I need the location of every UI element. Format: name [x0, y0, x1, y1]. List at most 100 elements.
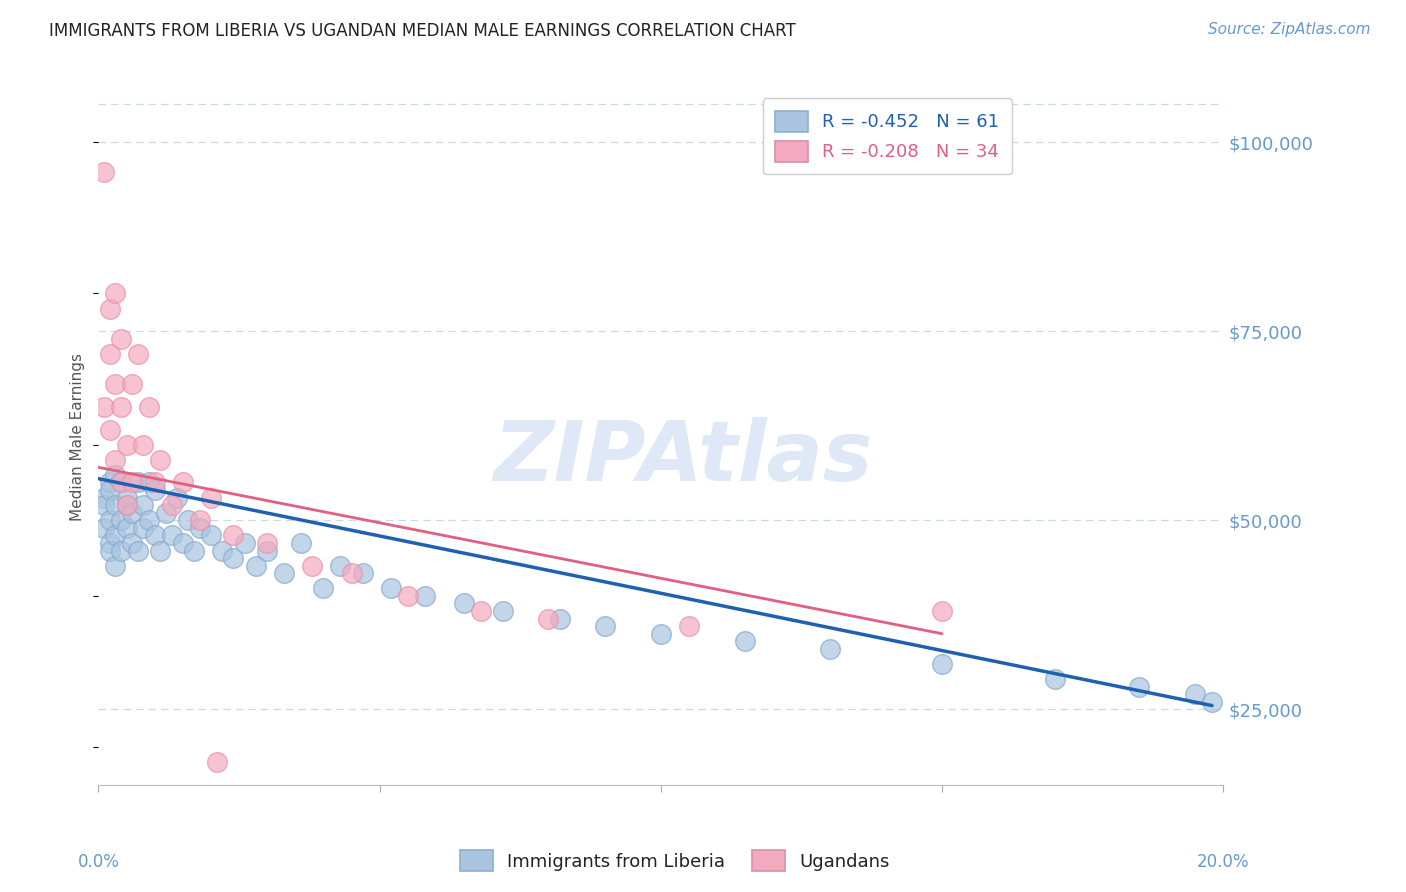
Point — [104, 498, 127, 512]
Point — [121, 506, 143, 520]
Point — [104, 286, 127, 301]
Point — [93, 165, 115, 179]
Point — [734, 634, 756, 648]
Point — [110, 475, 132, 490]
Point — [132, 498, 155, 512]
Point — [1043, 672, 1066, 686]
Point — [98, 483, 121, 497]
Point — [115, 491, 138, 505]
Point — [143, 475, 166, 490]
Point — [222, 528, 245, 542]
Point — [593, 619, 616, 633]
Point — [138, 475, 160, 490]
Point — [121, 475, 143, 490]
Point — [138, 400, 160, 414]
Point — [273, 566, 295, 581]
Point — [166, 491, 188, 505]
Point — [149, 452, 172, 467]
Point — [110, 543, 132, 558]
Point — [93, 521, 115, 535]
Point — [127, 543, 149, 558]
Point — [149, 543, 172, 558]
Point — [132, 521, 155, 535]
Point — [492, 604, 515, 618]
Point — [98, 475, 121, 490]
Point — [413, 589, 436, 603]
Point — [98, 513, 121, 527]
Legend: Immigrants from Liberia, Ugandans: Immigrants from Liberia, Ugandans — [453, 843, 897, 879]
Point — [818, 641, 841, 656]
Point — [931, 657, 953, 671]
Point — [98, 301, 121, 316]
Text: Source: ZipAtlas.com: Source: ZipAtlas.com — [1208, 22, 1371, 37]
Point — [1128, 680, 1150, 694]
Point — [110, 400, 132, 414]
Point — [290, 536, 312, 550]
Text: 20.0%: 20.0% — [1197, 853, 1250, 871]
Point — [115, 521, 138, 535]
Point — [138, 513, 160, 527]
Point — [340, 566, 363, 581]
Point — [104, 452, 127, 467]
Point — [93, 400, 115, 414]
Point — [233, 536, 256, 550]
Point — [98, 536, 121, 550]
Point — [548, 611, 571, 625]
Text: IMMIGRANTS FROM LIBERIA VS UGANDAN MEDIAN MALE EARNINGS CORRELATION CHART: IMMIGRANTS FROM LIBERIA VS UGANDAN MEDIA… — [49, 22, 796, 40]
Point — [93, 498, 115, 512]
Point — [211, 543, 233, 558]
Point — [110, 332, 132, 346]
Point — [172, 536, 194, 550]
Point — [98, 423, 121, 437]
Point — [312, 582, 335, 596]
Point — [183, 543, 205, 558]
Point — [110, 475, 132, 490]
Point — [256, 536, 278, 550]
Point — [256, 543, 278, 558]
Text: 0.0%: 0.0% — [77, 853, 120, 871]
Point — [160, 498, 183, 512]
Point — [93, 491, 115, 505]
Point — [121, 377, 143, 392]
Point — [155, 506, 177, 520]
Point — [104, 528, 127, 542]
Point — [678, 619, 700, 633]
Point — [200, 491, 222, 505]
Point — [188, 513, 211, 527]
Point — [127, 475, 149, 490]
Point — [470, 604, 492, 618]
Point — [127, 347, 149, 361]
Point — [172, 475, 194, 490]
Point — [104, 467, 127, 482]
Legend: R = -0.452   N = 61, R = -0.208   N = 34: R = -0.452 N = 61, R = -0.208 N = 34 — [762, 98, 1012, 174]
Point — [115, 437, 138, 451]
Point — [329, 558, 352, 573]
Point — [143, 483, 166, 497]
Point — [98, 347, 121, 361]
Point — [188, 521, 211, 535]
Text: ZIPAtlas: ZIPAtlas — [494, 417, 873, 499]
Point — [98, 543, 121, 558]
Point — [931, 604, 953, 618]
Point — [143, 528, 166, 542]
Point — [110, 513, 132, 527]
Point — [396, 589, 419, 603]
Point — [115, 498, 138, 512]
Point — [301, 558, 323, 573]
Point — [104, 377, 127, 392]
Point — [177, 513, 200, 527]
Point — [245, 558, 267, 573]
Point — [380, 582, 402, 596]
Point — [453, 597, 475, 611]
Point — [115, 498, 138, 512]
Point — [121, 536, 143, 550]
Point — [650, 626, 672, 640]
Point — [537, 611, 560, 625]
Point — [104, 558, 127, 573]
Point — [352, 566, 374, 581]
Point — [200, 528, 222, 542]
Point — [222, 551, 245, 566]
Point — [1201, 695, 1223, 709]
Point — [1184, 687, 1206, 701]
Point — [132, 437, 155, 451]
